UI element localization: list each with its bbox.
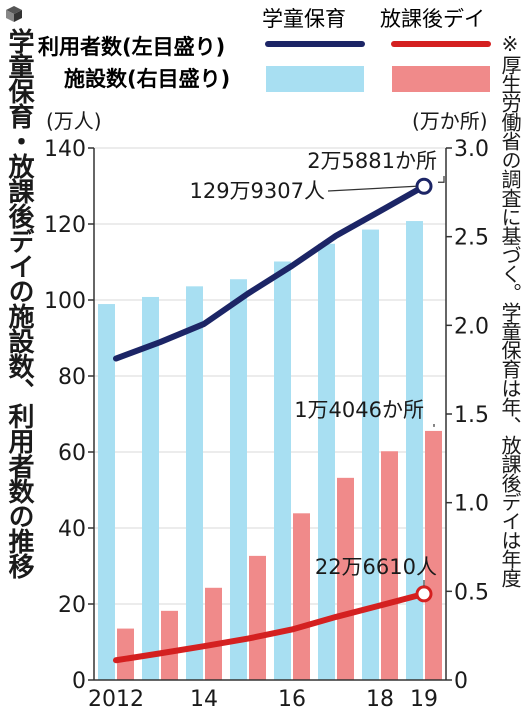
y-right-tick-label-0: 0 (454, 669, 468, 694)
x-tick-label-2018: 18 (366, 687, 394, 710)
bar-houkago-facilities-2014 (205, 587, 222, 680)
y-left-tick-label-5: 100 (44, 289, 86, 314)
x-tick-label-2016: 16 (278, 687, 306, 710)
leader-gakudo-users (327, 185, 417, 192)
y-right-tick-label-6: 3.0 (454, 137, 489, 162)
source-note: ※厚生労働省の調査に基づく。学童保育は年、放課後デイは年度 (498, 32, 522, 587)
legend: 学童保育 放課後デイ 利用者数(左目盛り) 施設数(右目盛り) (38, 7, 491, 92)
tick-labels: 0 20 40 60 80 100 120 140 0 0.5 1.0 1.5 2.0 2.5 3.0 201… (44, 137, 489, 710)
bar-houkago-facilities-2016 (293, 513, 310, 680)
y-right-tick-label-5: 2.5 (454, 226, 489, 251)
bar-gakudo-facilities-2017 (318, 243, 335, 680)
annotation-houkago-facilities: 1万4046か所 (294, 398, 424, 422)
y-left-tick-label-1: 20 (58, 593, 86, 618)
bar-houkago-facilities-2015 (249, 555, 266, 680)
annotations: 2万5881か所 129万9307人 1万4046か所 22万6610人 (189, 149, 445, 586)
x-tick-label-2012: 2012 (88, 687, 144, 710)
bar-houkago-facilities-2013 (161, 610, 178, 680)
bar-gakudo-facilities-2012 (98, 304, 115, 680)
legend-label-users: 利用者数(左目盛り) (38, 35, 225, 59)
legend-swatch-gakudo-facilities (266, 66, 364, 92)
y-right-unit: (万か所) (412, 109, 488, 133)
x-tick-label-2019: 19 (410, 687, 438, 710)
legend-head-houkago: 放課後デイ (380, 7, 485, 31)
line-houkago-users (113, 590, 427, 664)
y-right-tick-label-2: 1.0 (454, 492, 489, 517)
leader-gakudo-facilities (438, 176, 445, 183)
bar-gakudo-facilities-2016 (274, 261, 291, 680)
legend-swatch-houkago-facilities (392, 66, 490, 92)
legend-label-facilities: 施設数(右目盛り) (64, 67, 230, 91)
y-left-tick-label-3: 60 (58, 441, 86, 466)
line-gakudo-users (113, 183, 427, 362)
bar-gakudo-facilities-2018 (362, 229, 379, 680)
bar-houkago-facilities-2019 (425, 430, 442, 680)
bar-gakudo-facilities-2019 (406, 221, 423, 681)
annotation-gakudo-users: 129万9307人 (189, 179, 325, 203)
bar-houkago-facilities-2017 (337, 477, 354, 680)
axes (88, 147, 452, 681)
brand-logo (6, 6, 22, 22)
chart-title: 学童保育・放課後デイの施設数、利用者数の推移 (4, 28, 34, 578)
annotation-houkago-users: 22万6610人 (315, 555, 437, 579)
y-left-tick-label-4: 80 (58, 365, 86, 390)
y-right-tick-label-3: 1.5 (454, 403, 489, 428)
x-tick-label-2014: 14 (190, 687, 218, 710)
bar-houkago-facilities-2018 (381, 451, 398, 680)
y-left-tick-label-2: 40 (58, 517, 86, 542)
y-left-tick-label-7: 140 (44, 137, 86, 162)
y-left-tick-label-0: 0 (72, 669, 86, 694)
bar-gakudo-facilities-2013 (142, 296, 159, 680)
bars (98, 221, 442, 681)
legend-head-gakudo: 学童保育 (262, 7, 346, 31)
annotation-gakudo-facilities: 2万5881か所 (307, 149, 437, 173)
y-right-tick-label-1: 0.5 (454, 580, 489, 605)
bar-gakudo-facilities-2015 (230, 279, 247, 680)
y-right-tick-label-4: 2.0 (454, 314, 489, 339)
bar-gakudo-facilities-2014 (186, 286, 203, 680)
bar-houkago-facilities-2012 (117, 628, 134, 680)
y-left-unit: (万人) (46, 109, 102, 133)
y-left-tick-label-6: 120 (44, 213, 86, 238)
endpoint-gakudo-users (415, 177, 433, 195)
lines (113, 177, 433, 664)
endpoint-houkago-users (415, 585, 433, 603)
